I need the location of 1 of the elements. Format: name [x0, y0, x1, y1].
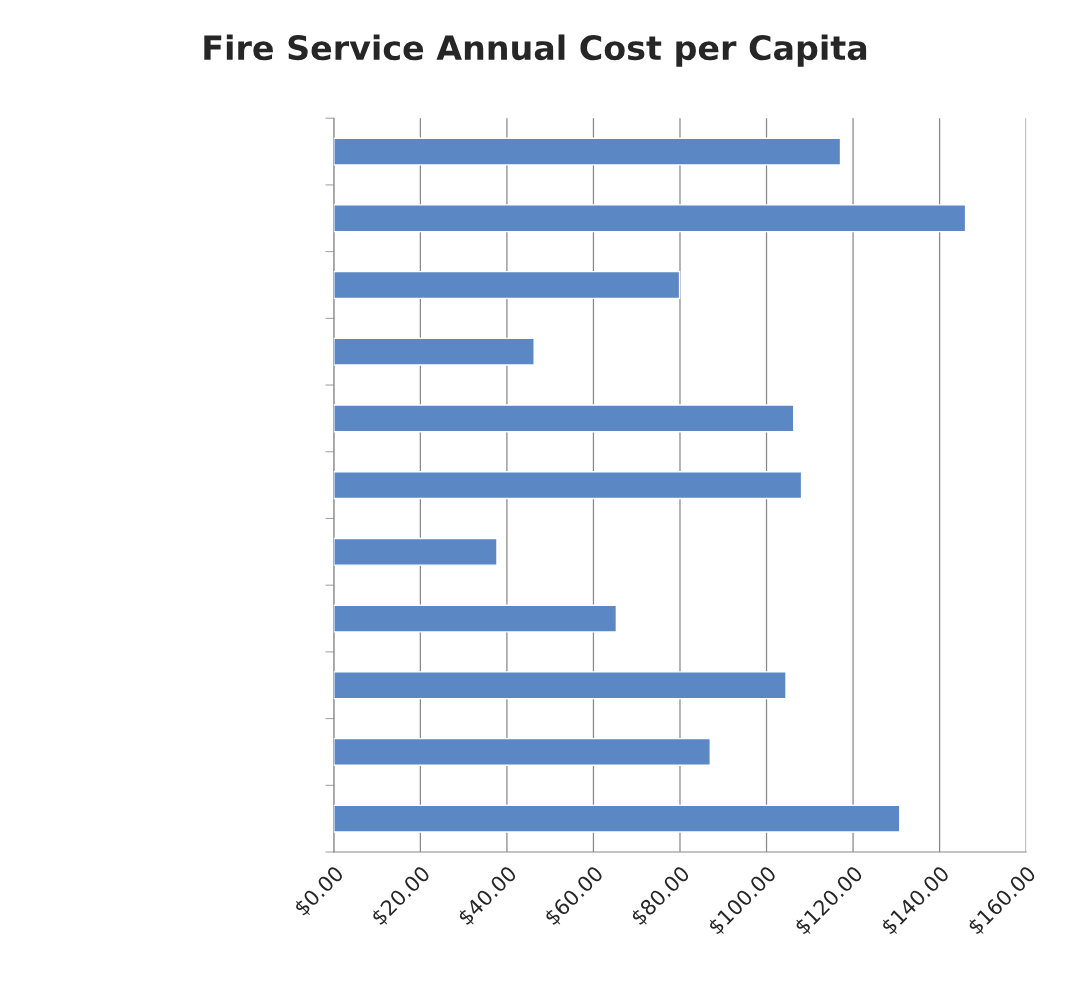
chart-title: Fire Service Annual Cost per Capita — [204, 34, 867, 67]
